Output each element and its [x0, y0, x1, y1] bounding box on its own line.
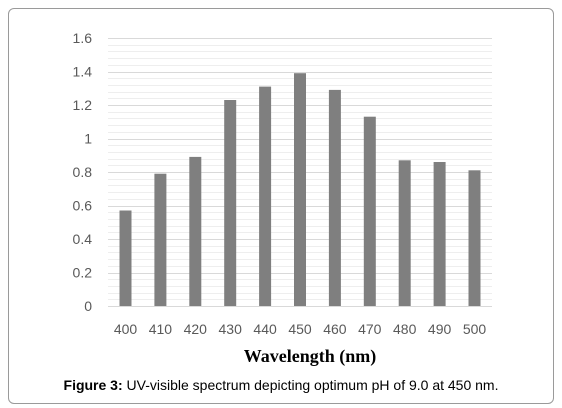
bar-430: [224, 100, 237, 306]
x-tick-label: 440: [253, 321, 277, 337]
x-tick-label: 400: [114, 321, 138, 337]
bar-500: [468, 170, 481, 306]
x-tick-label: 450: [288, 321, 312, 337]
bar-470: [363, 116, 376, 306]
x-tick-label: 490: [428, 321, 452, 337]
x-tick-label: 420: [184, 321, 208, 337]
y-tick-label: 0.2: [73, 265, 93, 281]
y-tick-label: 0.4: [73, 231, 93, 247]
bar-480: [398, 160, 411, 306]
x-tick-label: 410: [149, 321, 173, 337]
bar-490: [433, 162, 446, 306]
y-tick-label: 0: [84, 298, 92, 314]
bar-410: [154, 173, 167, 306]
x-tick-label: 470: [358, 321, 382, 337]
y-tick-label: 0.8: [73, 164, 93, 180]
y-tick-label: 1.6: [73, 30, 93, 46]
x-tick-label: 430: [219, 321, 243, 337]
bar-420: [189, 156, 202, 306]
x-axis-title: Wavelength (nm): [244, 346, 377, 367]
x-tick-label: 480: [393, 321, 417, 337]
y-tick-label: 1.2: [73, 97, 93, 113]
bar-450: [294, 73, 306, 306]
caption-text: UV-visible spectrum depicting optimum pH…: [122, 377, 499, 393]
x-tick-label: 500: [463, 321, 487, 337]
y-tick-label: 1: [84, 131, 92, 147]
caption-label: Figure 3:: [63, 377, 123, 393]
y-axis-ticks: 0 0.2 0.4 0.6 0.8 1 1.2 1.4 1.6: [73, 30, 93, 314]
y-tick-label: 1.4: [73, 64, 93, 80]
figure-caption: Figure 3: UV-visible spectrum depicting …: [0, 377, 562, 393]
bars: [119, 73, 481, 307]
bar-460: [328, 89, 341, 307]
x-tick-label: 460: [323, 321, 347, 337]
y-tick-label: 0.6: [73, 198, 93, 214]
x-axis-ticks: 400 410 420 430 440 450 460 470 480 490 500: [114, 321, 487, 337]
bar-440: [259, 86, 272, 306]
bar-400: [119, 210, 132, 306]
